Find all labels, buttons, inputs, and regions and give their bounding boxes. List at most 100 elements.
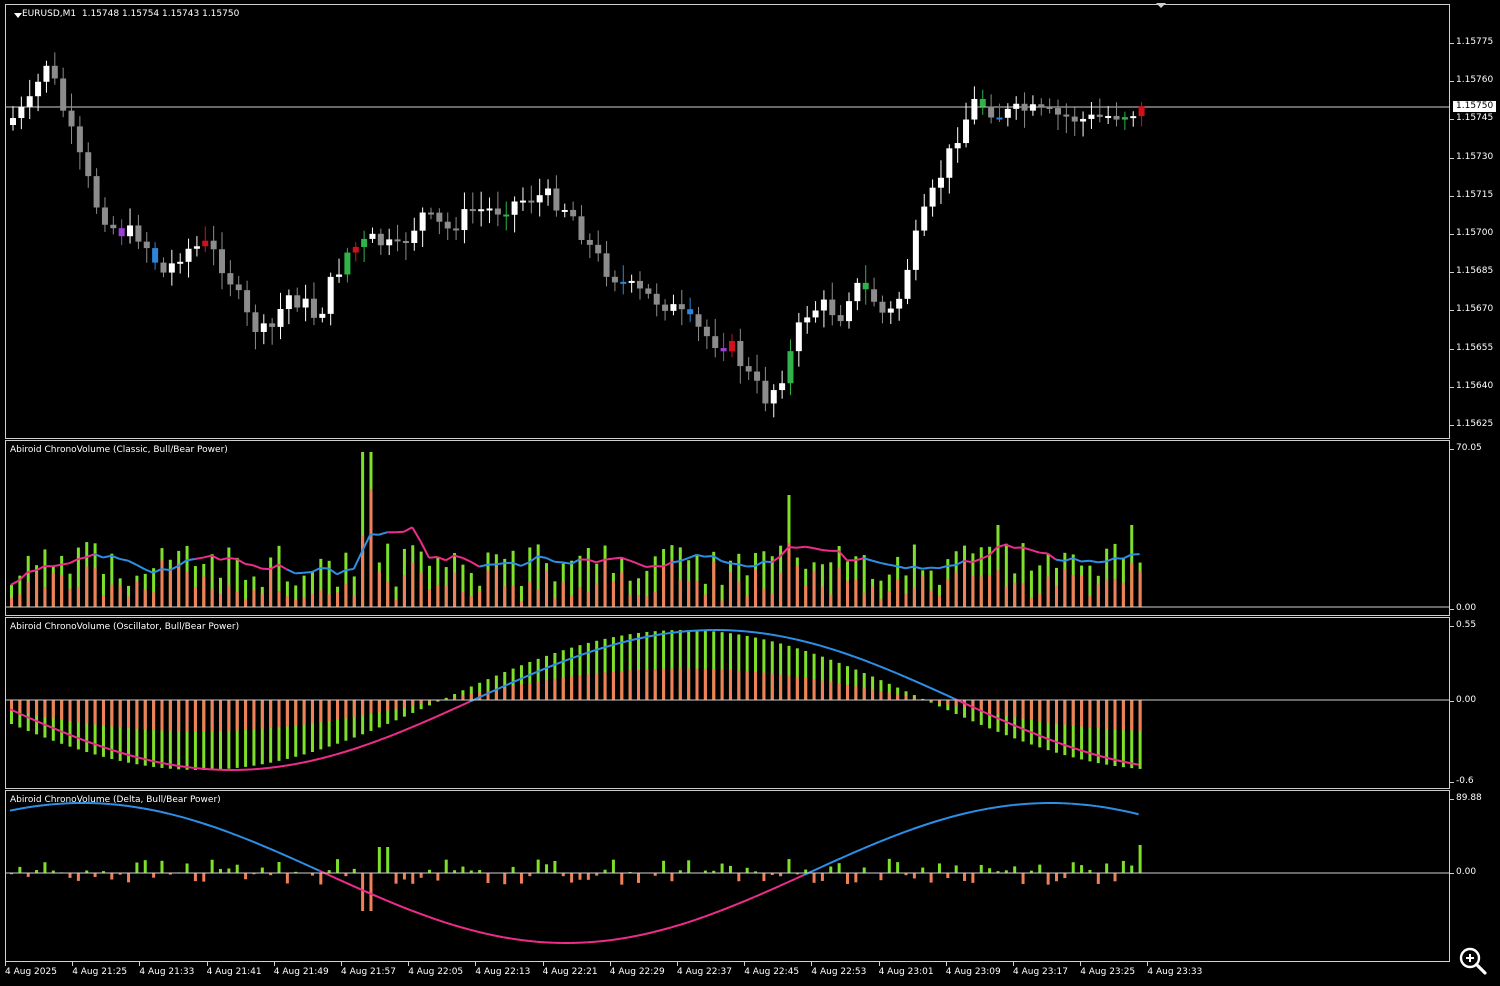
classic-power-line [880,561,890,566]
delta-bar [143,860,147,873]
delta-cumulative-line [461,926,471,931]
candle [1105,106,1112,124]
classic-volume-bar [486,552,490,607]
oscillator-bar [912,695,916,700]
oscillator-bar [979,700,983,725]
classic-power-line [395,530,404,534]
classic-power-line [595,558,605,564]
classic-power-line [704,555,714,558]
classic-power-line [905,565,915,570]
delta-cumulative-line [1113,807,1123,812]
symbol-menu-triangle-icon[interactable] [14,13,22,18]
oscillator-bar [996,700,1000,732]
delta-bar [394,873,398,884]
candle [695,306,702,341]
zoom-magnifier-icon[interactable] [1457,945,1489,977]
classic-volume-bar [570,560,574,607]
classic-power-line [370,533,379,536]
oscillator-bar [1080,700,1084,760]
candle [210,225,217,266]
oscillator-bar [812,653,816,700]
classic-volume-bar [595,563,599,607]
classic-power-line [545,556,555,563]
classic-volume-bar [737,553,741,607]
classic-volume-bar [235,557,239,607]
oscillator-bar [486,679,490,700]
delta-bar [310,873,314,876]
classic-volume-bar [662,549,666,607]
oscillator-bar [754,637,758,700]
time-axis[interactable]: 4 Aug 2025 4 Aug 21:25 4 Aug 21:33 4 Aug 21… [0,962,1450,986]
candle [528,185,535,214]
oscillator-bar [1096,700,1100,764]
price-tick-label: 1.15745 [1449,113,1494,124]
delta-panel[interactable]: Abiroid ChronoVolume (Delta, Bull/Bear P… [5,790,1450,962]
oscillator-panel[interactable]: Abiroid ChronoVolume (Oscillator, Bull/B… [5,617,1450,789]
oscillator-bar [595,640,599,700]
delta-bar [185,863,189,873]
delta-cumulative-line [343,881,354,887]
delta-cumulative-line [369,892,379,898]
classic-volume-bar [1013,573,1017,607]
classic-volume-bar [361,452,365,607]
oscillator-bar [653,631,657,700]
delta-cumulative-line [9,808,19,812]
classic-volume-panel[interactable]: Abiroid ChronoVolume (Classic, Bull/Bear… [5,440,1450,616]
classic-power-line [194,556,204,560]
oscillator-chart[interactable] [6,618,1450,789]
classic-power-line [1072,557,1082,563]
classic-power-line [512,561,522,567]
delta-bar [202,873,206,882]
delta-bar [1121,860,1125,873]
oscillator-signal-line [143,757,153,762]
delta-bar [762,873,766,881]
candle [703,319,710,349]
price-chart-panel[interactable]: EURUSD,M1 1.15748 1.15754 1.15743 1.1575… [5,4,1450,439]
time-tick-label: 4 Aug 23:01 [878,962,934,977]
classic-volume-bar [971,553,975,607]
price-axis[interactable]: 1.15775 1.15760 1.15745 1.15730 1.15715 1.157… [1449,4,1500,439]
candle [678,289,685,326]
oscillator-bar [687,630,691,700]
delta-cumulative-line [160,810,170,815]
delta-axis: 89.88 0.00 [1449,790,1500,962]
delta-cumulative-line [310,865,320,872]
oscillator-signal-line [1113,758,1123,763]
classic-volume-bar [887,574,891,607]
classic-volume-bar [854,556,858,607]
delta-bar [152,873,156,878]
classic-volume-bar [1038,565,1042,607]
oscillator-bar [628,634,632,700]
delta-cumulative-line [335,877,345,883]
candle [896,291,903,321]
classic-power-line [721,560,731,565]
candle [302,284,309,322]
delta-cumulative-line [385,899,395,905]
oscillator-bar [678,630,682,700]
delta-cumulative-line [996,805,1005,809]
oscillator-bar [737,634,741,700]
delta-cumulative-line [837,855,847,861]
candle [160,257,167,278]
delta-chart[interactable] [6,791,1450,962]
time-tick-label: 4 Aug 22:53 [811,962,867,977]
oscillator-signal-line [603,644,613,649]
classic-power-line [972,557,982,564]
delta-bar [779,873,783,877]
classic-power-line [947,564,956,567]
classic-power-line [930,566,940,570]
candle [553,175,560,217]
chart-shift-marker-icon[interactable] [1156,3,1166,8]
delta-bar [168,873,172,875]
candle [1004,103,1011,127]
delta-cumulative-line [26,805,36,809]
oscillator-bar [118,700,122,761]
candle [921,193,928,236]
oscillator-signal-line [661,631,671,636]
oscillator-signal-line [1063,743,1073,749]
delta-cumulative-line [711,909,721,915]
price-chart[interactable] [6,5,1450,439]
classic-volume-bar [1021,543,1025,607]
classic-volume-chart[interactable] [6,441,1450,616]
oscillator-panel-title: Abiroid ChronoVolume (Oscillator, Bull/B… [10,622,240,632]
